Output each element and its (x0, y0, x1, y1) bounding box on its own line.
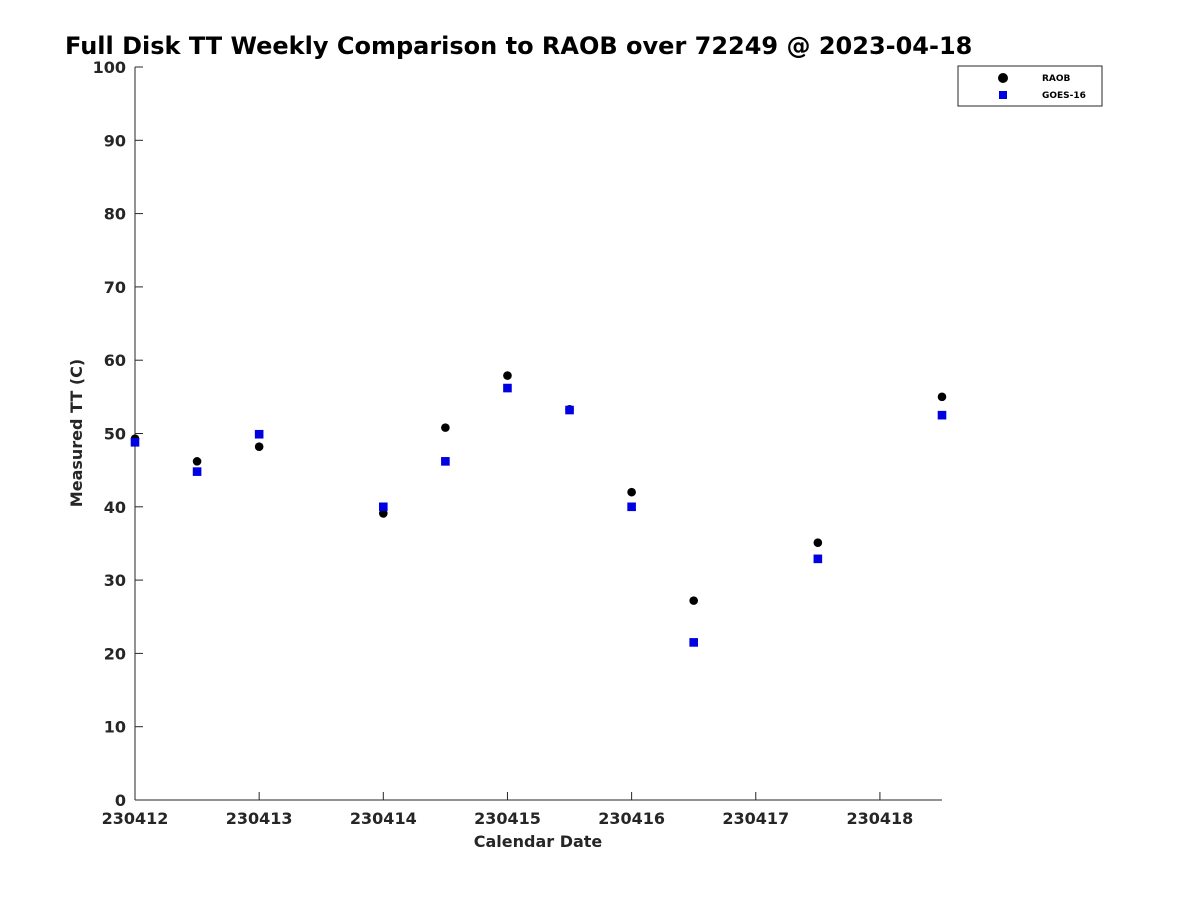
y-tick-label: 50 (104, 425, 126, 444)
legend-label: RAOB (1042, 74, 1071, 84)
y-tick-label: 20 (104, 644, 126, 663)
y-tick-label: 100 (93, 58, 126, 77)
legend-raob-marker (998, 73, 1008, 83)
goes16-point (503, 383, 512, 393)
raob-point (441, 423, 450, 432)
y-tick-label: 0 (115, 791, 126, 810)
raob-point (627, 487, 636, 497)
raob-point (379, 509, 388, 518)
x-tick-label: 230416 (598, 809, 665, 828)
raob-point (689, 596, 698, 605)
y-tick-label: 70 (104, 278, 126, 297)
y-tick-label: 30 (104, 571, 126, 590)
x-axis-label: Calendar Date (474, 832, 603, 851)
y-tick-label: 10 (104, 718, 126, 737)
raob-point (254, 442, 264, 451)
y-tick-label: 90 (104, 131, 126, 150)
data-markers (130, 371, 947, 647)
x-tick-label: 230415 (474, 809, 541, 828)
x-ticks: 230412 230413 230414 230415 230416 230417 2304… (102, 792, 914, 828)
x-tick-label: 230417 (722, 809, 789, 828)
x-tick-label: 230414 (350, 809, 417, 828)
chart-title: Full Disk TT Weekly Comparison to RAOB o… (65, 32, 972, 60)
goes16-point (130, 437, 140, 447)
legend-box (957, 65, 1103, 107)
goes16-point (254, 429, 264, 439)
y-tick-label: 40 (104, 498, 126, 517)
raob-point (503, 371, 512, 380)
goes16-point (937, 410, 947, 420)
x-tick-label: 230418 (847, 809, 914, 828)
y-ticks: 0 10 20 30 40 50 60 70 80 90 100 (93, 58, 143, 810)
y-tick-label: 60 (104, 351, 126, 370)
x-tick-label: 230412 (102, 809, 169, 828)
raob-point (813, 538, 823, 548)
goes16-point (441, 457, 450, 466)
raob-point (937, 392, 947, 402)
legend-goes16-marker (999, 91, 1007, 99)
goes16-point (192, 467, 202, 476)
raob-point (192, 457, 202, 466)
x-tick-label: 230413 (226, 809, 293, 828)
legend: RAOB GOES-16 (957, 65, 1103, 107)
legend-label: GOES-16 (1042, 91, 1086, 101)
goes16-point (813, 554, 823, 564)
goes16-point (565, 405, 574, 415)
y-tick-label: 80 (104, 205, 126, 224)
y-axis-label: Measured TT (C) (67, 359, 86, 507)
goes16-point (627, 502, 636, 512)
goes16-point (689, 638, 698, 647)
goes16-point (379, 502, 388, 512)
